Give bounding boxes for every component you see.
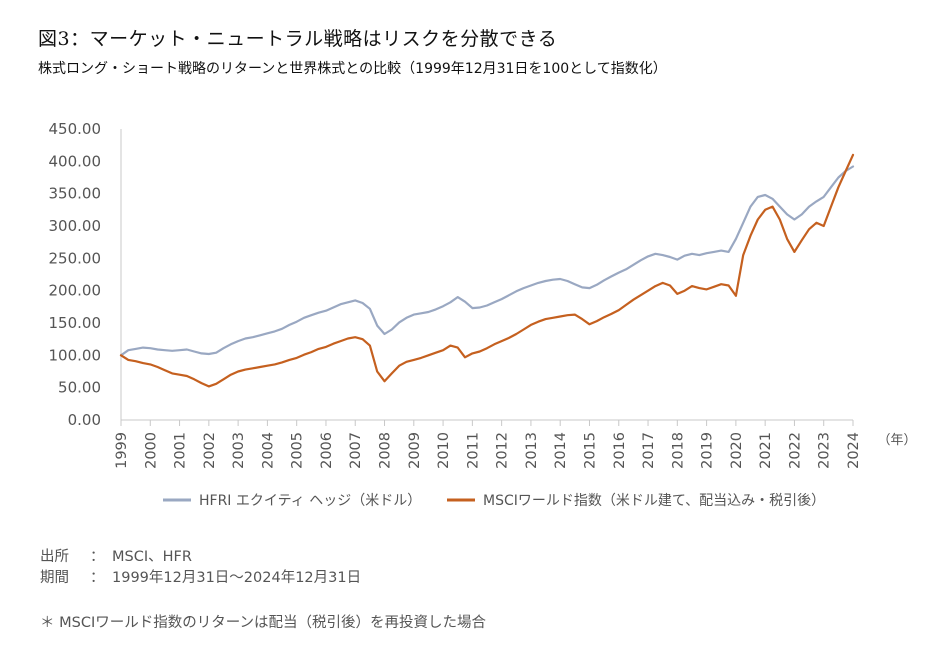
legend-label-1: HFRI エクイティ ヘッジ（米ドル） <box>199 493 421 509</box>
x-tick-label: 2005 <box>290 432 306 469</box>
source-colon: ： <box>90 549 105 565</box>
source-value: MSCI、HFR <box>112 549 192 565</box>
x-tick-label: 2019 <box>700 432 716 469</box>
y-tick-label: 400.00 <box>49 152 102 170</box>
x-tick-label: 2021 <box>758 432 774 469</box>
y-tick-label: 350.00 <box>49 185 102 203</box>
source-row: 出所 ： MSCI、HFR <box>40 547 361 568</box>
series-line-1 <box>119 165 855 357</box>
y-tick-label: 150.00 <box>49 314 102 332</box>
y-tick-label: 200.00 <box>49 282 102 300</box>
x-tick-label: 2022 <box>787 432 803 469</box>
period-colon: ： <box>90 570 105 586</box>
x-tick-label: 2016 <box>612 432 628 469</box>
chart-title: 図3：マーケット・ニュートラル戦略はリスクを分散できる <box>38 28 558 50</box>
x-tick-label: 2004 <box>260 432 276 469</box>
period-value: 1999年12月31日～2024年12月31日 <box>112 570 362 586</box>
y-tick-label: 0.00 <box>68 411 101 429</box>
x-tick-label: 2006 <box>319 432 335 469</box>
x-tick-label: 2014 <box>553 432 569 469</box>
footnote: ＊ MSCIワールド指数のリターンは配当（税引後）を再投資した場合 <box>40 615 486 631</box>
x-tick-label: 2000 <box>143 432 159 469</box>
period-label: 期間 <box>40 570 69 586</box>
y-tick-label: 300.00 <box>49 217 102 235</box>
x-tick-label: 2003 <box>231 432 247 469</box>
x-tick-label: 2013 <box>524 432 540 469</box>
period-row: 期間 ： 1999年12月31日～2024年12月31日 <box>40 568 361 589</box>
x-tick-label: 2001 <box>173 432 189 469</box>
x-tick-label: 2020 <box>729 432 745 469</box>
y-tick-label: 450.00 <box>49 120 102 138</box>
x-tick-label: 2008 <box>378 432 394 469</box>
legend-label-2: MSCIワールド指数（米ドル建て、配当込み・税引後） <box>483 493 825 509</box>
x-tick-label: 2012 <box>495 432 511 469</box>
chart-subtitle: 株式ロング・ショート戦略のリターンと世界株式との比較（1999年12月31日を1… <box>38 61 667 77</box>
x-tick-label: 2023 <box>817 432 833 469</box>
y-tick-label: 250.00 <box>49 249 102 267</box>
source-block: 出所 ： MSCI、HFR 期間 ： 1999年12月31日～2024年12月31日 <box>40 547 361 589</box>
x-tick-label: 2017 <box>641 432 657 469</box>
x-tick-label: 2024 <box>846 432 862 469</box>
x-tick-label: 1999 <box>114 432 130 469</box>
x-tick-label: 2007 <box>348 432 364 469</box>
x-tick-label: 2018 <box>670 432 686 469</box>
source-label: 出所 <box>40 549 69 565</box>
x-tick-label: 2002 <box>202 432 218 469</box>
x-tick-label: 2009 <box>407 432 423 469</box>
series-line-2 <box>119 153 855 388</box>
y-tick-label: 100.00 <box>49 346 102 364</box>
x-tick-label: 2010 <box>436 432 452 469</box>
y-tick-label: 50.00 <box>58 379 101 397</box>
x-unit-label: （年） <box>877 433 916 448</box>
x-tick-label: 2015 <box>582 432 598 469</box>
line-chart: 0.00 50.00 100.00 150.00 200.00 250.00 300.00 3… <box>49 120 917 509</box>
x-tick-label: 2011 <box>465 432 481 469</box>
